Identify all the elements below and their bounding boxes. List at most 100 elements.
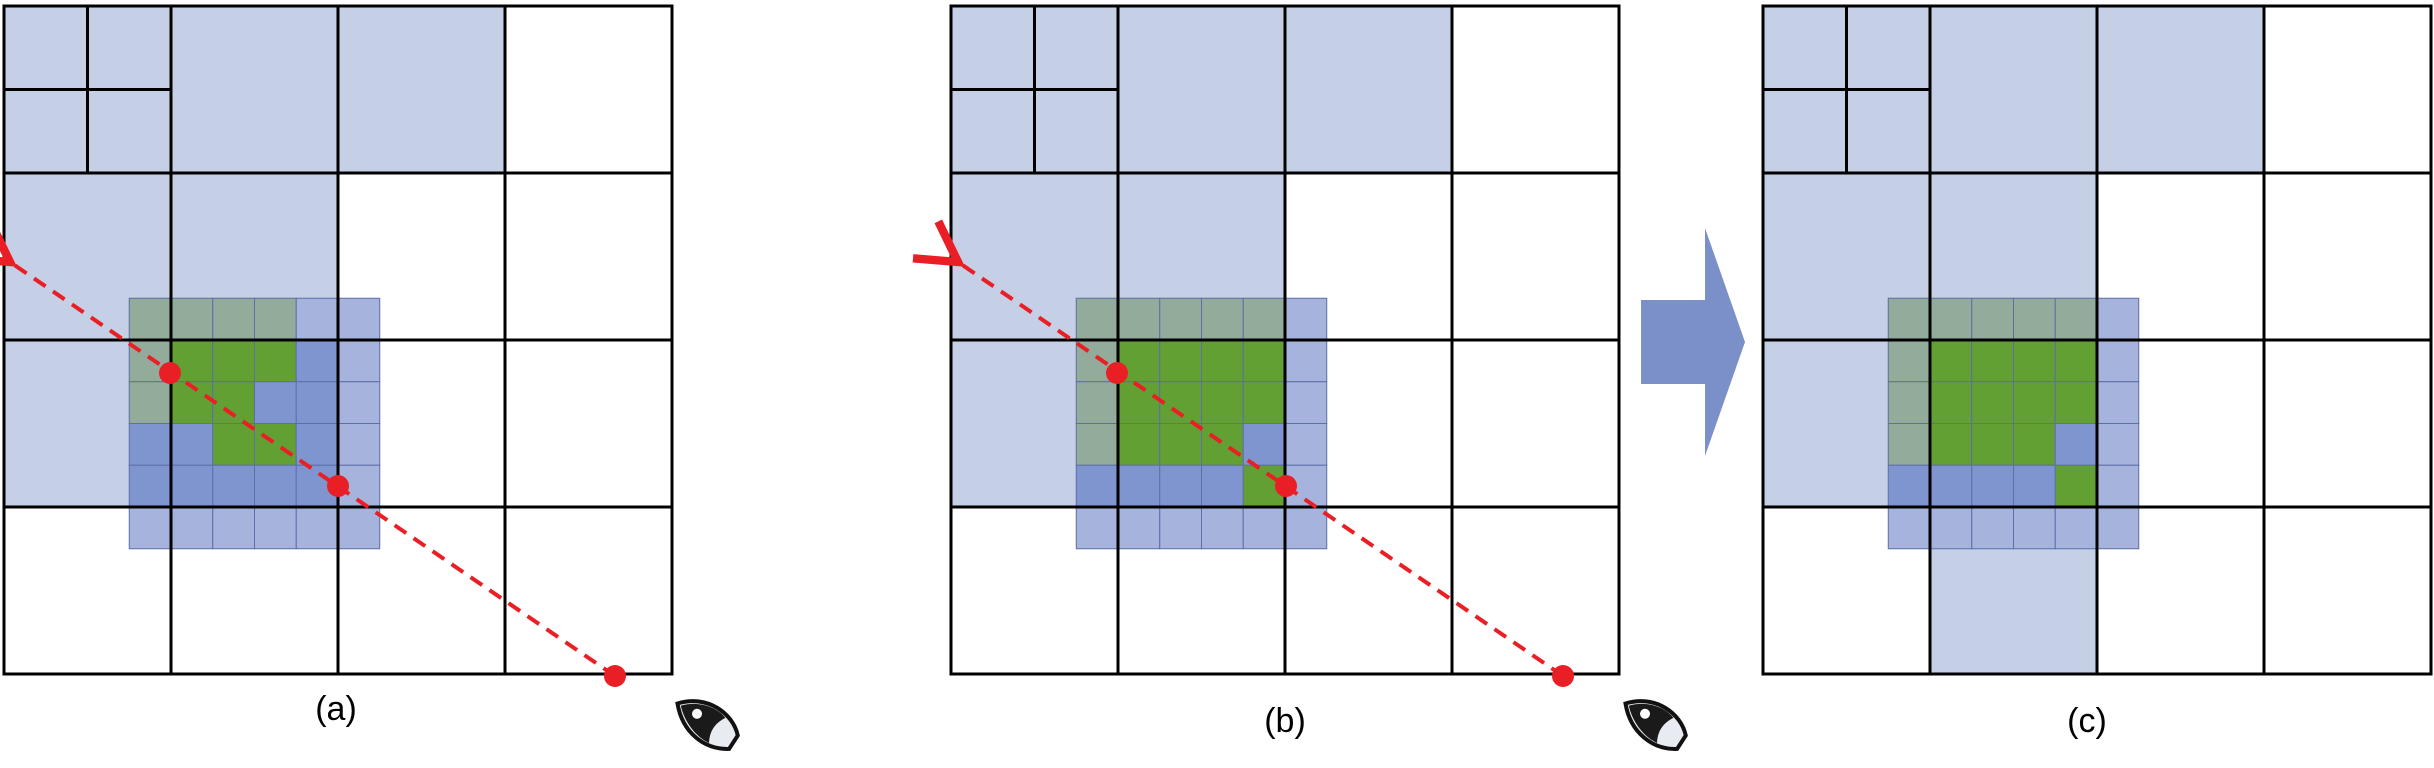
fine-cell (1117, 506, 1161, 550)
view-ray (912, 219, 1574, 687)
fine-cell (1075, 423, 1119, 466)
eye-iris (1628, 703, 1674, 744)
fine-grid (1887, 297, 2140, 550)
fine-cell (254, 506, 297, 550)
fine-cell (1929, 339, 1973, 383)
fine-cell (1929, 297, 1973, 341)
eye-iris (680, 703, 726, 744)
fine-cell (254, 381, 297, 424)
fine-cell (1242, 339, 1286, 383)
fine-cell (1971, 297, 2014, 341)
fine-cell (1117, 297, 1161, 341)
fine-cell (170, 506, 214, 550)
fine-cell (2054, 381, 2098, 424)
fine-cell (2054, 339, 2098, 383)
fine-cell (1117, 423, 1161, 466)
fine-cell (1887, 506, 1931, 550)
fine-cell (170, 297, 214, 341)
fine-cell (295, 381, 339, 424)
fine-cell (2096, 464, 2140, 508)
shaded-cell (338, 6, 505, 173)
fine-cell (1284, 506, 1328, 550)
fine-cell (2096, 339, 2140, 383)
panel-label-b: (b) (1264, 702, 1306, 740)
fine-cell (212, 339, 255, 383)
eye-highlight (1640, 708, 1651, 719)
fine-cell (337, 506, 381, 550)
fine-cell (1284, 423, 1328, 466)
fine-cell (1159, 423, 1202, 466)
fine-cell (2096, 297, 2140, 341)
fine-cell (1242, 506, 1286, 550)
fine-cell (1929, 423, 1973, 466)
ray-intersection-dot (159, 362, 181, 384)
ray-line (0, 219, 617, 678)
panel-b (912, 4, 1688, 751)
fine-cell (2054, 464, 2098, 508)
panel-c (1761, 4, 2433, 676)
fine-cell (1887, 464, 1931, 508)
fine-cell (1117, 464, 1161, 508)
fine-cell (1075, 381, 1119, 424)
shaded-cell (2097, 6, 2264, 173)
fine-cell (1201, 506, 1244, 550)
quadtree-lines (2, 4, 674, 676)
fine-cell (2013, 339, 2056, 383)
ray-intersection-dot (1275, 475, 1297, 497)
fine-cell (254, 297, 297, 341)
fine-cell (1242, 423, 1286, 466)
fine-cell (1887, 339, 1931, 383)
fine-cell (1201, 381, 1244, 424)
fine-cell (254, 339, 297, 383)
ray-intersection-dot (604, 665, 626, 687)
fine-cell (128, 506, 172, 550)
fine-cell (295, 297, 339, 341)
fine-cell (2013, 506, 2056, 550)
fine-cell (1159, 506, 1202, 550)
fine-cell (1284, 339, 1328, 383)
fine-cell (337, 381, 381, 424)
fine-cell (295, 506, 339, 550)
fine-cell (1887, 423, 1931, 466)
fine-grid (1075, 297, 1328, 550)
fine-cell (1075, 506, 1119, 550)
fine-cell (1159, 464, 1202, 508)
fine-cell (2013, 423, 2056, 466)
fine-grid (128, 297, 381, 550)
panel-label-a: (a) (315, 690, 357, 728)
fine-cell (1887, 297, 1931, 341)
fine-cell (212, 506, 255, 550)
fine-cell (1929, 464, 1973, 508)
fine-cell (1075, 297, 1119, 341)
fine-cell (1075, 464, 1119, 508)
quadtree-lines (949, 4, 1621, 676)
fine-cell (1971, 339, 2014, 383)
fine-cell (1201, 297, 1244, 341)
fine-cell (2054, 506, 2098, 550)
fine-cell (212, 423, 255, 466)
fine-cell (212, 464, 255, 508)
fine-cell (254, 464, 297, 508)
fine-cell (1929, 506, 1973, 550)
fine-cell (337, 297, 381, 341)
quadtree-lines (1761, 4, 2433, 676)
fine-cell (1971, 423, 2014, 466)
fine-cell (337, 423, 381, 466)
panel-label-c: (c) (2067, 702, 2107, 740)
fine-cell (2096, 506, 2140, 550)
fine-cell (170, 423, 214, 466)
fine-cell (295, 423, 339, 466)
ray-intersection-dot (327, 475, 349, 497)
fine-cell (1284, 297, 1328, 341)
fine-cell (1159, 297, 1202, 341)
eye-icon (1623, 699, 1688, 751)
fine-cell (128, 297, 172, 341)
fine-cell (1971, 381, 2014, 424)
fine-cell (1887, 381, 1931, 424)
fine-cell (254, 423, 297, 466)
eye-icon (675, 699, 740, 751)
arrow-shape (1641, 228, 1745, 456)
fine-cell (2096, 381, 2140, 424)
fine-cell (295, 339, 339, 383)
